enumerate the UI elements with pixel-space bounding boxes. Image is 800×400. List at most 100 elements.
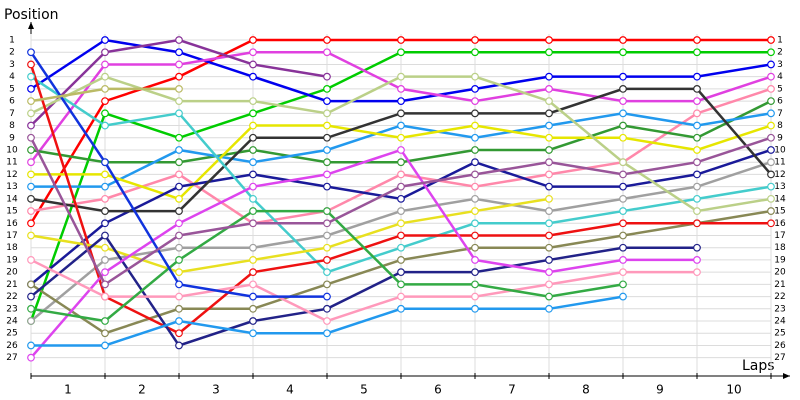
point <box>397 231 405 240</box>
point <box>693 109 701 118</box>
point <box>101 121 109 130</box>
y-tick-label-right: 7 <box>777 109 783 119</box>
y-tick-label-right: 8 <box>777 121 783 131</box>
point <box>619 280 627 289</box>
point <box>397 146 405 154</box>
point <box>767 170 775 179</box>
x-tick-label: 4 <box>286 383 294 397</box>
point <box>323 133 331 142</box>
point <box>545 170 553 179</box>
point <box>545 48 553 57</box>
y-tick-label: 25 <box>6 329 17 339</box>
point <box>249 36 257 44</box>
point <box>323 292 331 301</box>
point <box>101 84 109 93</box>
point <box>397 84 405 93</box>
y-tick-label: 17 <box>6 231 17 241</box>
point <box>545 72 553 81</box>
point <box>175 36 183 44</box>
y-tick-label-right: 16 <box>774 219 786 229</box>
y-tick-label-right: 1 <box>777 36 783 46</box>
y-tick-label: 11 <box>6 158 17 168</box>
point <box>767 146 775 154</box>
point <box>175 109 183 118</box>
point <box>27 158 35 167</box>
point <box>767 182 775 191</box>
point <box>323 207 331 215</box>
point <box>471 84 479 93</box>
point <box>545 146 553 154</box>
point <box>545 268 553 277</box>
point <box>175 292 183 301</box>
point <box>693 146 701 154</box>
y-tick-label: 6 <box>9 97 15 107</box>
point <box>175 133 183 142</box>
point <box>101 170 109 179</box>
point <box>545 231 553 240</box>
point <box>101 231 109 240</box>
point <box>175 97 183 106</box>
point <box>101 194 109 203</box>
point <box>545 182 553 191</box>
point <box>27 170 35 179</box>
y-tick-label: 16 <box>6 219 18 229</box>
point <box>471 207 479 215</box>
point <box>693 158 701 167</box>
point <box>27 182 35 191</box>
point <box>175 60 183 69</box>
y-tick-label: 8 <box>9 121 15 131</box>
point <box>693 84 701 93</box>
point <box>323 158 331 167</box>
point <box>619 243 627 252</box>
point <box>693 219 701 228</box>
point <box>619 121 627 130</box>
y-tick-label-right: 22 <box>774 292 785 302</box>
point <box>545 109 553 118</box>
point <box>471 280 479 289</box>
point <box>249 48 257 57</box>
point <box>249 329 257 338</box>
point <box>545 158 553 167</box>
point <box>175 170 183 179</box>
point <box>175 317 183 325</box>
point <box>249 280 257 289</box>
point <box>397 243 405 252</box>
point <box>323 170 331 179</box>
point <box>323 243 331 252</box>
point <box>175 256 183 264</box>
point <box>323 48 331 57</box>
y-tick-label-right: 18 <box>774 243 786 253</box>
point <box>175 146 183 154</box>
y-tick-label-right: 6 <box>777 97 783 107</box>
point <box>619 133 627 142</box>
point <box>619 48 627 57</box>
y-tick-label-right: 15 <box>774 207 785 217</box>
point <box>471 36 479 44</box>
point <box>175 280 183 289</box>
point <box>27 97 35 106</box>
x-tick-label: 1 <box>64 383 72 397</box>
point <box>27 219 35 228</box>
y-tick-label: 21 <box>6 280 17 290</box>
point <box>767 109 775 118</box>
point <box>175 207 183 215</box>
point <box>471 256 479 264</box>
point <box>175 84 183 93</box>
point <box>545 256 553 264</box>
point <box>249 292 257 301</box>
point <box>767 133 775 142</box>
x-arrow <box>783 373 790 379</box>
y-tick-label: 22 <box>6 292 17 302</box>
point <box>767 158 775 167</box>
point <box>397 268 405 277</box>
y-tick-label-right: 3 <box>777 60 783 70</box>
y-tick-label: 23 <box>6 304 17 314</box>
point <box>619 158 627 167</box>
point <box>767 48 775 57</box>
point <box>175 231 183 240</box>
point <box>249 207 257 215</box>
point <box>397 219 405 228</box>
point <box>397 36 405 44</box>
point <box>27 280 35 289</box>
point <box>101 280 109 289</box>
